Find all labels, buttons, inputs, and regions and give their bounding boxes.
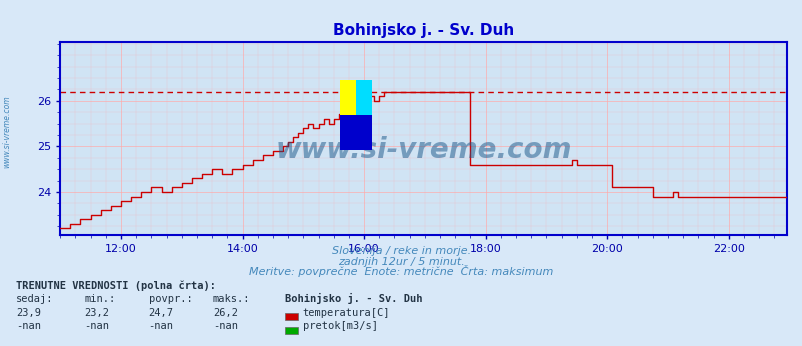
Text: Bohinjsko j. - Sv. Duh: Bohinjsko j. - Sv. Duh [285, 293, 422, 304]
FancyBboxPatch shape [339, 80, 355, 115]
Text: -nan: -nan [148, 321, 173, 331]
Text: povpr.:: povpr.: [148, 294, 192, 304]
Text: maks.:: maks.: [213, 294, 250, 304]
Text: -nan: -nan [84, 321, 109, 331]
Text: www.si-vreme.com: www.si-vreme.com [275, 136, 571, 164]
FancyBboxPatch shape [355, 80, 371, 115]
Text: zadnjih 12ur / 5 minut.: zadnjih 12ur / 5 minut. [338, 257, 464, 267]
FancyBboxPatch shape [339, 115, 371, 150]
Text: min.:: min.: [84, 294, 115, 304]
Title: Bohinjsko j. - Sv. Duh: Bohinjsko j. - Sv. Duh [333, 22, 513, 38]
Text: 23,2: 23,2 [84, 308, 109, 318]
Text: sedaj:: sedaj: [16, 294, 54, 304]
Text: 23,9: 23,9 [16, 308, 41, 318]
Text: Slovenija / reke in morje.: Slovenija / reke in morje. [331, 246, 471, 256]
Text: 24,7: 24,7 [148, 308, 173, 318]
Text: TRENUTNE VREDNOSTI (polna črta):: TRENUTNE VREDNOSTI (polna črta): [16, 280, 216, 291]
Text: Meritve: povprečne  Enote: metrične  Črta: maksimum: Meritve: povprečne Enote: metrične Črta:… [249, 265, 553, 277]
Text: pretok[m3/s]: pretok[m3/s] [302, 321, 377, 331]
Text: 26,2: 26,2 [213, 308, 237, 318]
Text: -nan: -nan [213, 321, 237, 331]
Text: www.si-vreme.com: www.si-vreme.com [2, 95, 11, 168]
Text: -nan: -nan [16, 321, 41, 331]
Text: temperatura[C]: temperatura[C] [302, 308, 390, 318]
